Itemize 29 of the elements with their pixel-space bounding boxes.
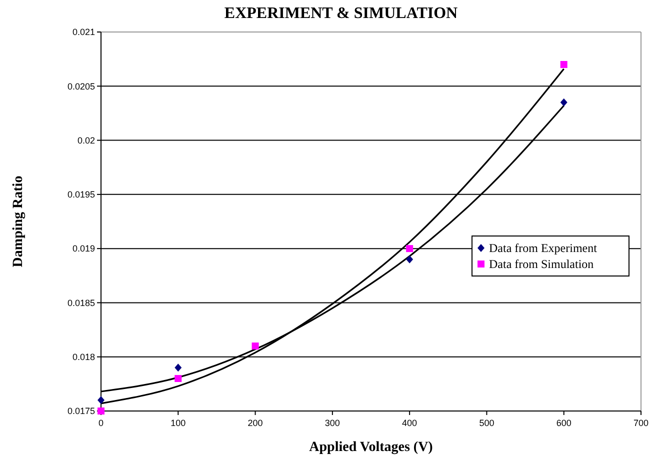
point — [252, 342, 259, 350]
x-tick-label: 400 — [402, 418, 418, 428]
legend-label: Data from Experiment — [489, 241, 598, 256]
point — [406, 255, 414, 264]
x-tick-label: 500 — [479, 418, 494, 428]
x-axis-title: Applied Voltages (V) — [309, 440, 434, 455]
x-tick-label: 100 — [170, 418, 186, 428]
x-tick-label: 300 — [324, 418, 340, 428]
point — [406, 245, 414, 252]
point — [98, 396, 104, 404]
x-tick-label: 200 — [248, 418, 263, 428]
y-tick-label: 0.018 — [72, 352, 95, 362]
point — [560, 98, 568, 106]
y-tick-label: 0.0195 — [67, 190, 95, 200]
y-tick-label: 0.02 — [77, 135, 95, 146]
x-tick-label: 600 — [556, 418, 572, 428]
y-tick-label: 0.021 — [72, 27, 95, 38]
chart-title: EXPERIMENT & SIMULATION — [224, 5, 458, 22]
point — [174, 375, 182, 382]
point — [174, 364, 182, 372]
legend-label: Data from Simulation — [489, 257, 594, 272]
y-tick-label: 0.0185 — [67, 298, 95, 308]
y-tick-label: 0.019 — [72, 244, 95, 254]
x-tick-label: 0 — [98, 418, 104, 428]
y-tick-label: 0.0205 — [67, 81, 95, 92]
y-axis-title: Damping Ratio — [11, 176, 26, 268]
y-tick-label: 0.0175 — [67, 406, 95, 416]
x-tick-label: 700 — [633, 418, 649, 428]
point — [560, 60, 568, 68]
